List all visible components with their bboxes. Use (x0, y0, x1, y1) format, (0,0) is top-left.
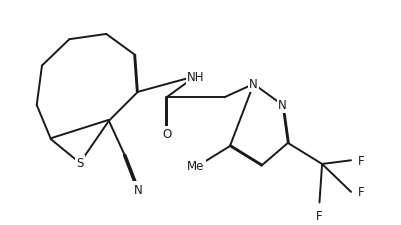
Text: N: N (277, 99, 286, 112)
Text: F: F (315, 209, 322, 222)
Text: N: N (249, 78, 257, 91)
Text: O: O (162, 128, 171, 141)
Text: F: F (356, 154, 363, 167)
Text: N: N (133, 183, 142, 196)
Text: F: F (356, 186, 363, 198)
Text: NH: NH (186, 70, 204, 83)
Text: S: S (76, 157, 83, 170)
Text: Me: Me (186, 159, 204, 172)
